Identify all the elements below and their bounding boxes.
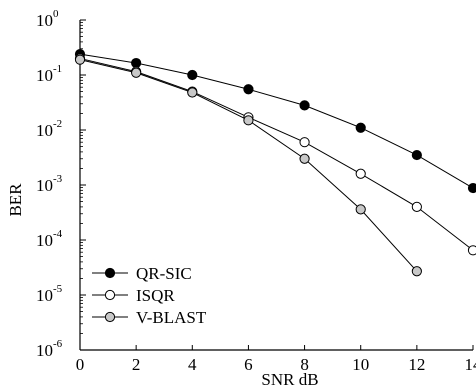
legend-label: V-BLAST [136,308,207,327]
legend-marker [104,267,116,279]
data-point [467,245,476,256]
ticks: 0246810121410010-110-210-310-410-510-6 [36,8,476,374]
x-tick-label: 8 [300,355,309,374]
x-tick-label: 10 [352,355,369,374]
x-tick-label: 0 [76,355,85,374]
series-v-blast [74,54,422,277]
data-point [411,201,422,212]
data-point [355,168,366,179]
x-tick-label: 2 [132,355,141,374]
y-tick-exponent: -3 [53,173,63,185]
series-line [79,53,474,189]
y-tick-exponent: -4 [53,228,63,240]
legend-item: QR-SIC [92,264,192,283]
data-point [243,84,254,95]
data-point [355,204,366,215]
y-tick-label: 10 [36,286,53,305]
x-tick-label: 14 [465,355,476,374]
legend-marker [104,289,116,301]
data-point [131,67,142,78]
legend: QR-SIC ISQR V-BLAST [92,264,207,327]
y-tick-exponent: 0 [53,8,59,20]
y-tick-label: 10 [36,66,53,85]
data-point [411,149,422,161]
y-tick-label: 10 [36,11,53,30]
y-tick-label: 10 [36,341,53,360]
x-axis-label: SNR dB [261,370,318,389]
series-qr-sic [74,48,476,194]
y-tick-exponent: -1 [53,63,62,75]
data-point [187,69,198,81]
data-point [299,100,310,111]
y-axis-label: BER [6,183,25,217]
y-tick-label: 10 [36,231,53,250]
data-point [299,137,310,148]
legend-label: QR-SIC [136,264,192,283]
data-point [355,122,366,133]
x-tick-label: 6 [244,355,253,374]
series-layer [74,48,476,277]
series-line [79,57,474,251]
legend-label: ISQR [136,286,175,305]
y-tick-exponent: -5 [53,283,63,295]
y-tick-exponent: -2 [53,118,62,130]
x-tick-label: 12 [408,355,425,374]
data-point [411,266,422,277]
y-tick-exponent: -6 [53,338,63,350]
data-point [467,182,476,194]
data-point [243,115,254,126]
y-tick-label: 10 [36,121,53,140]
legend-item: ISQR [92,286,175,305]
legend-marker [104,311,116,323]
x-tick-label: 4 [188,355,197,374]
data-point [299,153,310,164]
legend-item: V-BLAST [92,308,207,327]
data-point [74,54,86,65]
data-point [187,87,198,98]
y-tick-label: 10 [36,176,53,195]
data-point [131,57,142,69]
